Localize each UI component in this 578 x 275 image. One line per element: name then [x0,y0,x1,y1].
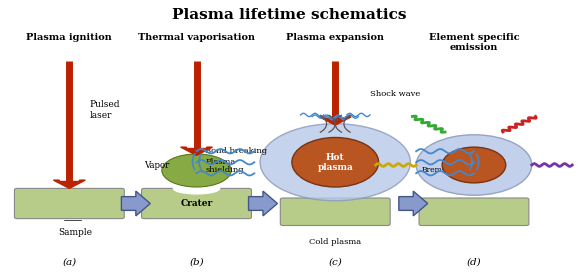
FancyBboxPatch shape [142,188,251,219]
Text: Element specific
emission: Element specific emission [429,33,519,53]
Text: Plasma ignition: Plasma ignition [27,33,112,42]
Ellipse shape [260,124,410,201]
FancyArrow shape [399,191,428,216]
Text: Bond breaking: Bond breaking [205,147,267,155]
Text: (a): (a) [62,258,76,267]
Text: Sample: Sample [58,228,92,237]
Ellipse shape [292,138,379,187]
FancyArrow shape [54,180,86,188]
Ellipse shape [416,135,532,195]
FancyArrow shape [121,191,150,216]
Text: Plasma: Plasma [205,158,235,166]
FancyArrow shape [320,117,351,125]
Text: Vapor: Vapor [144,161,170,169]
Text: Pulsed
laser: Pulsed laser [90,100,120,120]
Text: Thermal vaporisation: Thermal vaporisation [138,33,255,42]
Text: Plasma lifetime schematics: Plasma lifetime schematics [172,8,406,22]
Text: (d): (d) [466,258,481,267]
Ellipse shape [173,183,220,194]
Text: (c): (c) [328,258,342,267]
FancyBboxPatch shape [419,198,529,226]
FancyArrow shape [249,191,277,216]
Ellipse shape [162,154,231,187]
Text: Plasma expansion: Plasma expansion [286,33,384,42]
Text: )): )) [466,153,481,172]
Text: Shock wave: Shock wave [370,89,420,98]
Text: Hot
plasma: Hot plasma [317,153,353,172]
Text: Crater: Crater [180,199,213,208]
Text: (b): (b) [189,258,204,267]
FancyBboxPatch shape [280,198,390,226]
Text: Bremsstrahlung: Bremsstrahlung [422,166,483,175]
FancyBboxPatch shape [14,188,124,219]
Ellipse shape [442,147,506,183]
Text: Cold plasma: Cold plasma [309,238,361,246]
Text: shielding: shielding [205,166,244,174]
FancyArrow shape [180,147,213,155]
Text: ((: (( [189,153,204,172]
